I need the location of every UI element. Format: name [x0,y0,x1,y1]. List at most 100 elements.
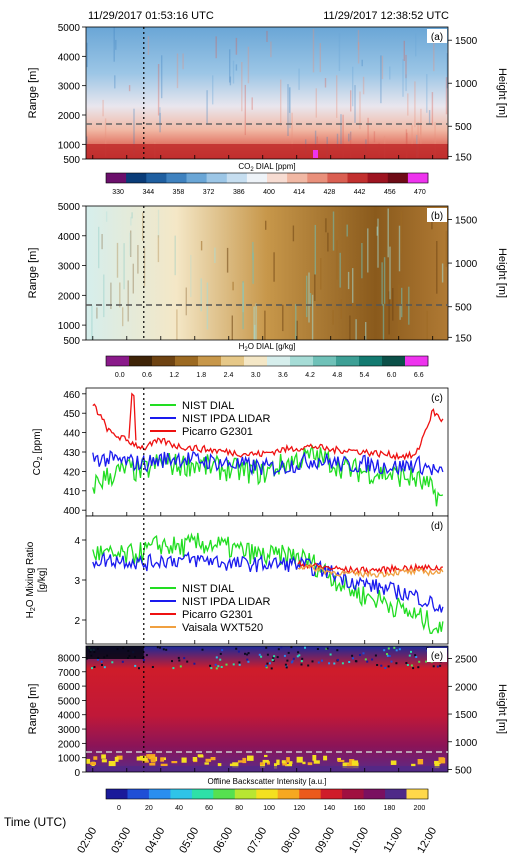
colorbar-tick-label: 40 [175,805,183,812]
colorbar-tick-label: 3.6 [278,372,288,379]
right-timestamp: 11/29/2017 12:38:52 UTC [323,10,449,22]
panel-a-ylabel: Range [m] [27,68,39,119]
colorbar-tick-label: 140 [323,805,335,812]
surface-layer-pixel [210,757,216,761]
noise-pixel [398,648,401,651]
surface-layer-pixel [90,762,97,766]
field-stripe [142,212,144,241]
surface-layer-pixel [116,755,123,760]
field-stripe [411,124,413,147]
field-stripe [387,208,389,258]
noise-pixel [171,660,173,663]
y-tick-label: 460 [63,390,80,401]
surface-layer-pixel [160,763,168,767]
series-line-blue [92,551,444,613]
field-stripe [182,53,184,70]
colorbar-swatch [363,789,386,799]
panel-b-label: (b) [431,211,443,222]
noise-pixel [436,665,439,668]
colorbar-swatch [221,356,245,366]
field-stripe [157,209,160,238]
colorbar-swatch [191,789,214,799]
left-timestamp: 11/29/2017 01:53:16 UTC [88,10,214,22]
surface-layer-pixel [286,757,290,763]
legend-label: Picarro G2301 [182,609,253,621]
field-stripe [255,303,257,340]
y-tick-label: 450 [63,409,80,420]
field-stripe [101,234,103,250]
y-tick-label: 4 [74,536,80,547]
field-stripe [398,225,401,272]
noise-pixel [383,649,386,652]
field-stripe [105,211,108,222]
backscatter-field-texture [86,646,448,772]
field-stripe [231,315,233,340]
field-stripe [270,41,272,58]
field-stripe [206,90,208,125]
field-stripe [102,99,104,117]
field-stripe [342,114,344,159]
noise-pixel [103,666,106,669]
panel-d-ylabel: H2O Mixing Ratio [25,541,37,618]
noise-pixel [406,664,409,666]
colorbar-swatch [267,173,288,183]
y-tick-label: 5000 [58,202,81,213]
colorbar-swatch [166,173,187,183]
surface-layer-pixel [149,763,156,766]
field-stripe [359,91,361,130]
series-line-orange [297,563,444,579]
field-stripe [264,310,266,340]
panel-a-y-ticks-right: 150 500 1000 1500 [448,36,478,163]
colorbar-swatch [313,356,337,366]
field-stripe [352,66,354,107]
field-stripe [147,36,150,55]
noise-pixel [246,658,249,661]
colorbar-swatch [175,356,199,366]
field-stripe [247,46,250,84]
noise-pixel [284,663,287,666]
time-tick-label: 08:00 [279,826,303,856]
field-stripe [352,268,354,303]
field-stripe [242,281,244,330]
field-stripe [336,133,339,148]
y-tick-label-right: 150 [455,333,472,344]
field-stripe [235,64,238,71]
colorbar-tick-label: 80 [235,805,243,812]
series-line-red [297,559,443,575]
surface-layer-pixel [262,759,269,763]
y-tick-label: 8000 [58,653,81,664]
field-stripe [376,226,378,236]
noise-pixel [151,666,154,668]
colorbar-swatch [299,789,322,799]
noise-pixel [371,658,374,661]
field-stripe [91,305,93,340]
noise-pixel [410,650,412,653]
field-stripe [174,235,176,276]
time-axis-label: Time (UTC) [4,815,66,829]
noise-pixel [268,662,271,665]
noise-pixel [395,649,398,652]
panel-a-ylabel-right: Height [m] [496,68,508,118]
colorbar-swatch [327,173,348,183]
noise-pixel [186,660,189,663]
colorbar-swatch [405,356,429,366]
noise-pixel [348,661,351,663]
field-stripe [289,87,291,129]
noise-pixel [351,654,354,657]
field-stripe [137,245,139,274]
surface-layer-pixel [264,754,268,758]
field-stripe [428,110,431,125]
h2o-colorbar: 0.0 0.6 1.2 1.8 2.4 3.0 3.6 4.2 4.8 5.4 6.0 6.6 [105,355,429,379]
field-stripe [295,303,297,340]
backscatter-colorbar: 0 20 40 60 80 100 120 140 160 180 200 [105,788,429,812]
y-tick-label-right: 500 [455,122,472,133]
y-tick-label-right: 1500 [455,710,478,721]
colorbar-tick-label: 5.4 [360,372,370,379]
field-stripe [190,254,192,297]
y-tick-label: 4000 [58,232,81,243]
noise-pixel [265,646,268,649]
colorbar-tick-label: 6.0 [387,372,397,379]
field-stripe [116,242,119,278]
surface-layer-pixel [296,756,303,763]
field-stripe [232,281,234,291]
